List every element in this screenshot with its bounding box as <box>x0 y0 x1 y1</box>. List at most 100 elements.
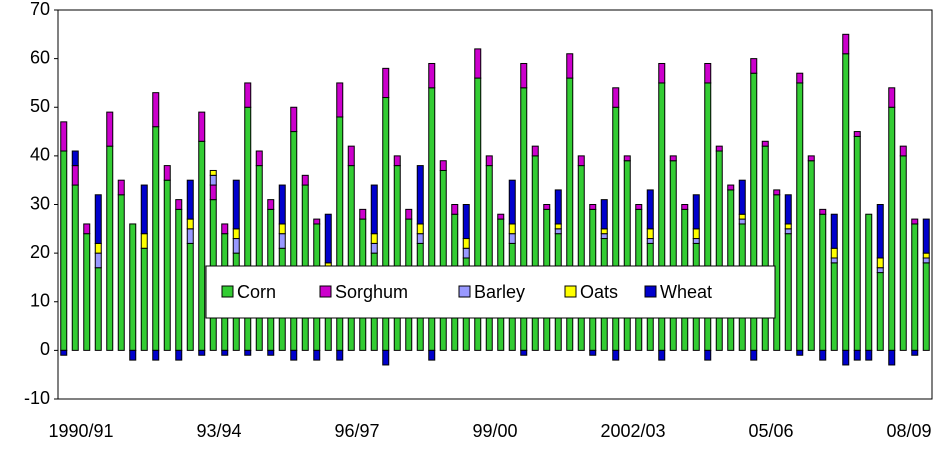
bar-segment <box>911 218 919 225</box>
bar-segment <box>428 62 436 89</box>
bar-segment <box>117 194 125 351</box>
bar-segment <box>370 184 378 235</box>
bar-segment <box>474 48 482 79</box>
bar-segment <box>163 179 171 351</box>
bar-segment <box>370 233 378 244</box>
bar-segment <box>577 165 585 351</box>
bar-segment <box>186 179 194 220</box>
bar-segment <box>244 82 252 108</box>
bar-segment <box>462 247 470 259</box>
x-tick-label: 93/94 <box>196 421 241 441</box>
bar-segment <box>209 169 217 176</box>
bar-segment <box>393 165 401 351</box>
bar-segment <box>336 349 344 361</box>
bar-segment <box>899 145 907 157</box>
bar-segment <box>152 349 160 361</box>
y-tick-label: 10 <box>30 291 50 311</box>
bar-segment <box>255 165 263 351</box>
bar-segment <box>94 267 102 351</box>
bar-segment <box>876 267 884 274</box>
bar-segment <box>71 184 79 351</box>
bar-segment <box>186 218 194 230</box>
bar-segment <box>60 121 68 152</box>
bar-segment <box>347 165 355 351</box>
bar-segment <box>451 204 459 215</box>
bar-segment <box>635 204 643 210</box>
bar-segment <box>290 106 298 133</box>
y-tick-label: 70 <box>30 0 50 19</box>
bar-segment <box>796 349 804 356</box>
bar-segment <box>623 160 631 351</box>
bar-segment <box>738 213 746 220</box>
legend-swatch <box>221 285 234 298</box>
bar-segment <box>439 169 447 351</box>
bar-segment <box>646 189 654 230</box>
bar-segment <box>819 208 827 215</box>
bar-segment <box>278 184 286 225</box>
bar-segment <box>255 150 263 167</box>
bar-segment <box>485 165 493 351</box>
bar-segment <box>554 228 562 235</box>
bar-segment <box>830 257 838 264</box>
bar-segment <box>186 228 194 244</box>
bar-segment <box>198 140 206 351</box>
legend-label: Sorghum <box>335 282 408 302</box>
bar-segment <box>152 126 160 351</box>
bar-segment <box>140 247 148 351</box>
bar-segment <box>382 349 390 366</box>
bar-segment <box>267 349 275 356</box>
bar-segment <box>497 213 505 220</box>
bar-segment <box>773 189 781 196</box>
bar-segment <box>784 228 792 235</box>
bar-segment <box>209 184 217 201</box>
bar-segment <box>750 349 758 361</box>
bar-segment <box>899 155 907 351</box>
legend-swatch <box>458 285 471 298</box>
bar-segment <box>830 213 838 249</box>
x-tick-label: 1990/91 <box>48 421 113 441</box>
bar-segment <box>313 218 321 225</box>
bar-segment <box>715 150 723 351</box>
bar-segment <box>244 349 252 356</box>
bar-segment <box>83 233 91 351</box>
y-tick-label: 60 <box>30 47 50 67</box>
bar-segment <box>646 238 654 244</box>
bar-segment <box>531 145 539 157</box>
bar-segment <box>853 131 861 137</box>
bar-segment <box>416 223 424 235</box>
bar-segment <box>198 111 206 142</box>
bar-segment <box>175 349 183 361</box>
bar-segment <box>198 349 206 356</box>
y-tick-label: 20 <box>30 242 50 262</box>
bar-segment <box>462 238 470 249</box>
bar-segment <box>129 349 137 361</box>
bar-segment <box>106 145 114 351</box>
bar-segment <box>646 228 654 240</box>
bar-segment <box>554 223 562 230</box>
bar-segment <box>911 349 919 356</box>
bar-segment <box>106 111 114 147</box>
bar-segment <box>784 233 792 351</box>
bar-segment <box>922 252 930 259</box>
bar-segment <box>842 33 850 55</box>
bar-segment <box>152 92 160 128</box>
bar-segment <box>589 204 597 210</box>
bar-segment <box>865 349 873 361</box>
bar-segment <box>715 145 723 152</box>
bar-segment <box>313 349 321 361</box>
bar-segment <box>761 145 769 351</box>
bar-segment <box>922 218 930 254</box>
bar-segment <box>393 155 401 167</box>
bar-segment <box>807 155 815 162</box>
bar-segment <box>819 213 827 351</box>
bar-segment <box>738 218 746 225</box>
bar-segment <box>554 189 562 225</box>
bar-segment <box>577 155 585 167</box>
bar-segment <box>209 174 217 186</box>
bar-segment <box>807 160 815 351</box>
bar-segment <box>163 165 171 181</box>
bar-segment <box>175 199 183 210</box>
bar-segment <box>876 204 884 259</box>
bar-segment <box>658 349 666 361</box>
